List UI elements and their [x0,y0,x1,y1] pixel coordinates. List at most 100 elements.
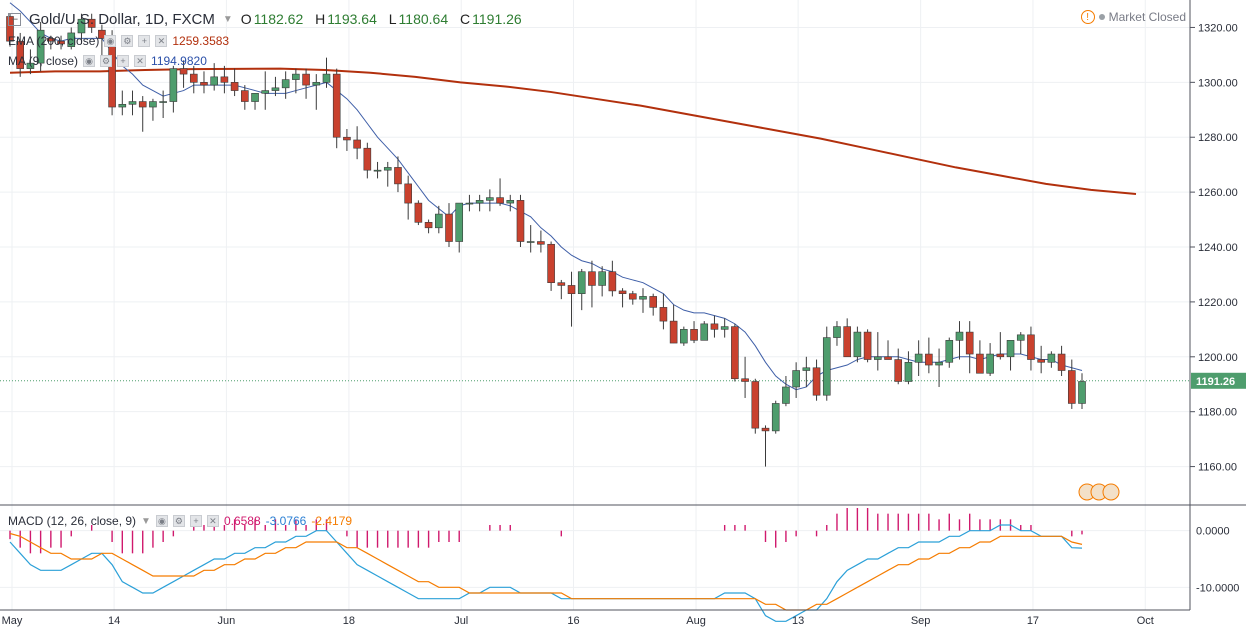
candle-body [424,222,433,229]
candle [373,161,382,179]
candle-body [925,353,933,366]
close-icon[interactable]: ✕ [155,35,168,47]
visibility-icon[interactable]: ◉ [83,55,96,67]
candle-body [996,353,1005,358]
candle [16,32,25,77]
candle-body [608,271,617,292]
warning-icon[interactable]: ! [1080,10,1095,24]
candle [36,21,45,72]
add-icon[interactable]: + [117,55,130,67]
settings-icon[interactable]: ⚙ [100,55,113,67]
candle [577,268,586,311]
candle [1057,345,1066,377]
candle-body [1006,340,1015,358]
macd-line-value: -3.0766 [265,514,307,528]
candle-body [1047,353,1056,363]
candle-body [649,296,658,308]
candle-body [496,197,504,204]
price-tick-label: 1300.00 [1198,77,1238,89]
candle [914,340,923,377]
visibility-icon[interactable]: ◉ [155,515,168,527]
last-price-badge [1191,372,1246,389]
candle-body [1067,370,1076,404]
candle [138,96,147,132]
add-icon[interactable]: + [138,35,151,47]
candle-body [394,167,402,185]
candle-body [761,427,770,432]
chevron-down-icon[interactable]: ▼ [141,515,151,527]
candle [710,315,719,338]
candle-body [659,307,668,322]
candle [312,74,321,110]
macd-pane [9,508,1083,622]
time-tick-label: Sep [911,615,931,627]
chevron-down-icon[interactable]: ▼ [222,13,233,25]
candle-body [241,90,249,102]
ema-value: 1259.3583 [172,34,230,48]
visibility-icon[interactable]: ◉ [104,35,117,47]
candle-body [700,323,709,341]
candle-body [353,139,361,149]
candle-body [281,79,290,89]
candle-body [26,62,35,69]
candle [680,326,688,346]
candle [486,189,494,212]
time-tick-label: 14 [108,615,120,627]
candle-body [598,271,606,286]
settings-icon[interactable]: ⚙ [121,35,134,47]
ma-legend[interactable]: MA (9, close) ◉ ⚙ + ✕ 1194.9820 [8,53,207,69]
candle [128,90,137,116]
candles [6,13,1086,467]
open-value: 1182.62 [253,11,304,27]
candle [1067,359,1076,409]
candle-body [230,82,239,91]
close-icon[interactable]: ✕ [134,55,147,67]
candle [547,241,555,291]
candle-body [945,340,954,363]
candle [618,288,627,308]
candle-body [16,40,25,69]
low-value: 1180.64 [398,11,449,27]
close-icon[interactable]: ✕ [206,515,219,527]
price-tick-label: 1320.00 [1198,22,1238,34]
price-tick-label: 1220.00 [1198,297,1238,309]
candle [383,161,392,187]
time-tick-label: Jun [218,615,236,627]
candle-body [628,293,637,300]
candle [853,326,862,363]
candle [639,288,647,313]
candle-body [404,183,412,204]
candle-body [904,361,913,382]
candle [700,321,709,341]
candle-body [138,101,147,108]
candle-body [731,326,739,380]
ma-value: 1194.9820 [151,54,207,68]
candle [496,178,504,206]
time-tick-label: 16 [567,615,579,627]
candle [833,321,841,346]
price-tick-label: 1240.00 [1198,242,1238,254]
ma-label: MA (9, close) [8,54,79,68]
macd-legend[interactable]: MACD (12, 26, close, 9) ▼ ◉ ⚙ + ✕ 0.6588… [8,513,352,529]
candle-body [445,213,453,242]
candle [424,219,433,234]
candle-body [710,323,719,330]
symbol-title: Gold/U.S. Dollar, 1D, FXCM [29,10,215,28]
candle-body [812,367,821,396]
macd-signal-value: -2.4179 [311,514,353,528]
candle [394,156,402,193]
candle-body [210,76,218,86]
candle-body [822,337,831,396]
candle-body [47,38,55,42]
macd-label: MACD (12, 26, close, 9) [8,514,137,528]
collapse-icon[interactable]: – [8,12,21,26]
settings-icon[interactable]: ⚙ [172,515,185,527]
candle [782,376,790,407]
add-icon[interactable]: + [189,515,202,527]
ema-legend[interactable]: EMA (200, close) ◉ ⚙ + ✕ 1259.3583 [8,33,229,49]
time-tick-label: Jul [454,615,468,627]
candle [292,68,300,94]
candle [77,13,86,44]
candle [434,205,443,234]
